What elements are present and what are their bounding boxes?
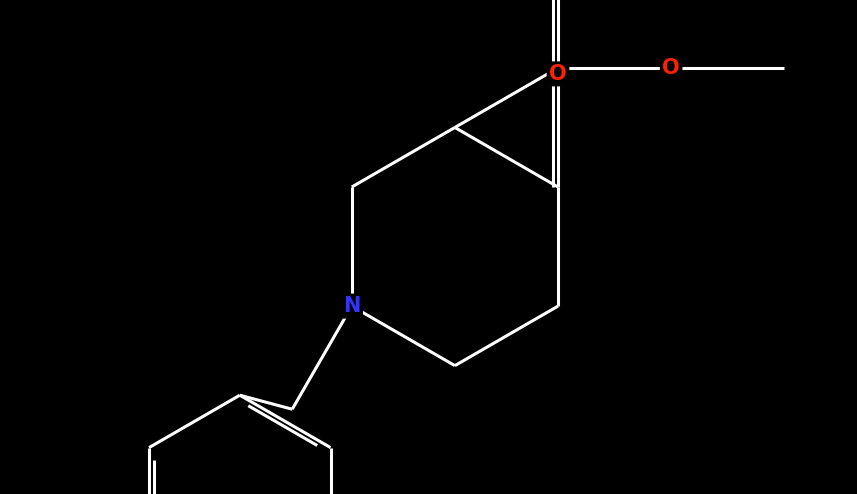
Text: O: O bbox=[662, 58, 680, 78]
Text: O: O bbox=[549, 64, 566, 84]
Text: N: N bbox=[343, 296, 361, 316]
